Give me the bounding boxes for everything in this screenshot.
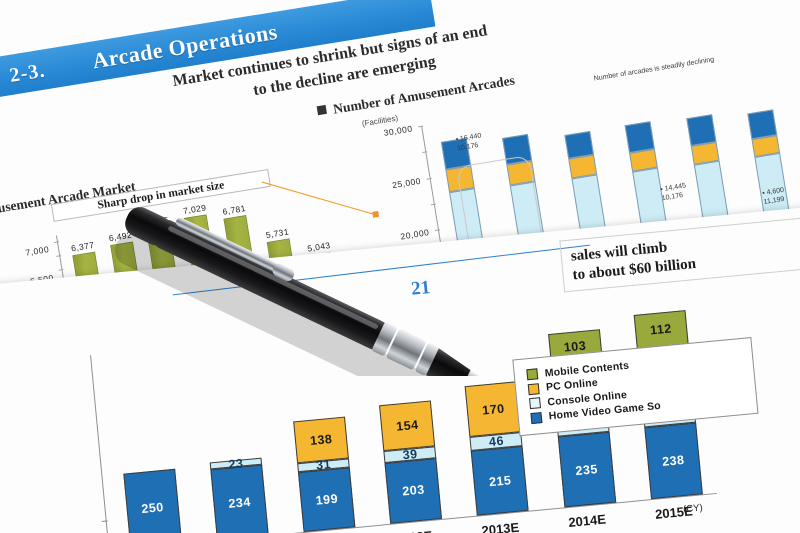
- y-axis-tick: 25,000: [391, 151, 428, 190]
- page-number: 21: [410, 277, 432, 300]
- y-axis-tick: 7,000: [25, 241, 60, 258]
- x-axis-label: 2012E: [394, 528, 433, 533]
- y-axis-tick: 30,000: [383, 123, 424, 138]
- bar-segment-value: 199: [298, 467, 356, 532]
- bar-segment-value: 235: [557, 431, 616, 508]
- y-axis-tick: 20,000: [400, 177, 432, 242]
- stacked-bar: 138 31 199: [293, 416, 356, 532]
- stacked-bar: 250: [123, 468, 183, 533]
- y-axis-label: 20,000: [399, 227, 431, 242]
- bar-value-label: 7,029: [182, 202, 207, 216]
- bar-segment-value: 154: [379, 400, 436, 452]
- bar-segment-value: 203: [384, 457, 443, 524]
- bar-value-label: 6,377: [70, 239, 95, 253]
- chart-amusement-arcade-market: Sharp drop in market size 3,0003,5004,00…: [5, 168, 380, 484]
- callout-note-far-right: ▪ 4,600 11,199: [761, 186, 785, 206]
- bar-segment: [624, 120, 655, 153]
- annotation-arrow: [259, 159, 390, 244]
- bar-segment-value: 138: [293, 416, 350, 463]
- bar-value-label: 5,043: [306, 239, 332, 254]
- legend-swatch-home-video-game: [530, 411, 543, 424]
- y-axis-label: 7,000: [24, 244, 50, 259]
- bar-value-label: 6,492: [108, 229, 133, 244]
- y-axis-tick: 6,500: [29, 255, 62, 286]
- y-axis-label: 25,000: [391, 175, 422, 190]
- y-axis-tick: 15,000: [408, 203, 438, 294]
- y-axis-tick: 10,000: [417, 229, 447, 346]
- bar-value-label: 6,825: [144, 214, 170, 228]
- x-axis-label: 2014E: [567, 511, 607, 531]
- bar-segment-value: 250: [123, 468, 183, 533]
- bar-segment-value: 170: [465, 381, 522, 438]
- y-axis-label: 30,000: [382, 123, 414, 138]
- legend-swatch-pc-online: [527, 382, 540, 395]
- bullet-square-icon: [316, 104, 327, 116]
- x-axis-label: 2015E: [654, 503, 694, 522]
- y-axis-tick: 100: [101, 520, 108, 522]
- x-axis-label: 2013E: [480, 519, 520, 533]
- stacked-bar: 23 234: [209, 456, 269, 533]
- bar-segment-value: 238: [644, 422, 703, 500]
- stacked-bar: 154 39 203: [379, 400, 443, 524]
- bar-segment-value: 215: [471, 446, 530, 516]
- bar-segment: [686, 114, 717, 146]
- legend-swatch-mobile-contents: [526, 368, 539, 381]
- legend-swatch-console-online: [529, 397, 542, 410]
- y-axis-tick: 6,000: [34, 269, 64, 315]
- bar-segment-value: 234: [210, 465, 269, 533]
- bar-value-label: 6,781: [221, 203, 247, 217]
- chart-global-game-market-forecast: 0100250232341383119915439203170462151031…: [28, 295, 759, 533]
- document-page-arcade-operations: 2-3. Arcade Operations Market continues …: [0, 0, 800, 484]
